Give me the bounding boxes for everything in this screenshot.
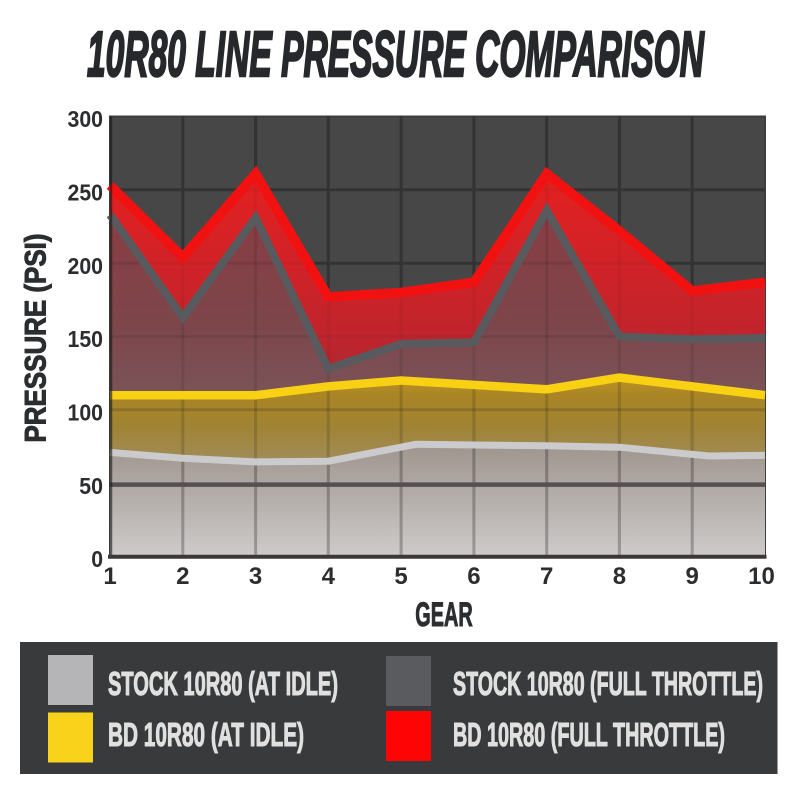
svg-text:6: 6 bbox=[467, 563, 480, 590]
svg-text:5: 5 bbox=[394, 563, 407, 590]
svg-text:3: 3 bbox=[249, 563, 262, 590]
svg-text:2: 2 bbox=[176, 563, 189, 590]
svg-text:10R80 LINE PRESSURE COMPARISON: 10R80 LINE PRESSURE COMPARISON bbox=[87, 18, 705, 90]
svg-text:1: 1 bbox=[103, 563, 116, 590]
svg-text:7: 7 bbox=[540, 563, 553, 590]
svg-text:9: 9 bbox=[686, 563, 699, 590]
svg-text:300: 300 bbox=[68, 106, 104, 132]
svg-text:50: 50 bbox=[79, 473, 103, 499]
svg-text:8: 8 bbox=[613, 563, 626, 590]
svg-text:100: 100 bbox=[68, 399, 104, 425]
svg-text:200: 200 bbox=[68, 253, 104, 279]
svg-text:4: 4 bbox=[322, 563, 336, 590]
svg-text:150: 150 bbox=[68, 326, 104, 352]
svg-text:PRESSURE (PSI): PRESSURE (PSI) bbox=[20, 234, 53, 443]
svg-text:STOCK 10R80 (FULL THROTTLE): STOCK 10R80 (FULL THROTTLE) bbox=[453, 665, 763, 702]
svg-text:BD 10R80 (FULL THROTTLE): BD 10R80 (FULL THROTTLE) bbox=[453, 716, 725, 753]
svg-text:0: 0 bbox=[91, 546, 103, 572]
svg-text:BD 10R80 (AT IDLE): BD 10R80 (AT IDLE) bbox=[108, 716, 304, 753]
svg-text:10: 10 bbox=[748, 563, 775, 590]
svg-text:250: 250 bbox=[68, 179, 104, 205]
svg-text:STOCK 10R80 (AT IDLE): STOCK 10R80 (AT IDLE) bbox=[108, 665, 338, 702]
svg-text:GEAR: GEAR bbox=[415, 596, 473, 634]
